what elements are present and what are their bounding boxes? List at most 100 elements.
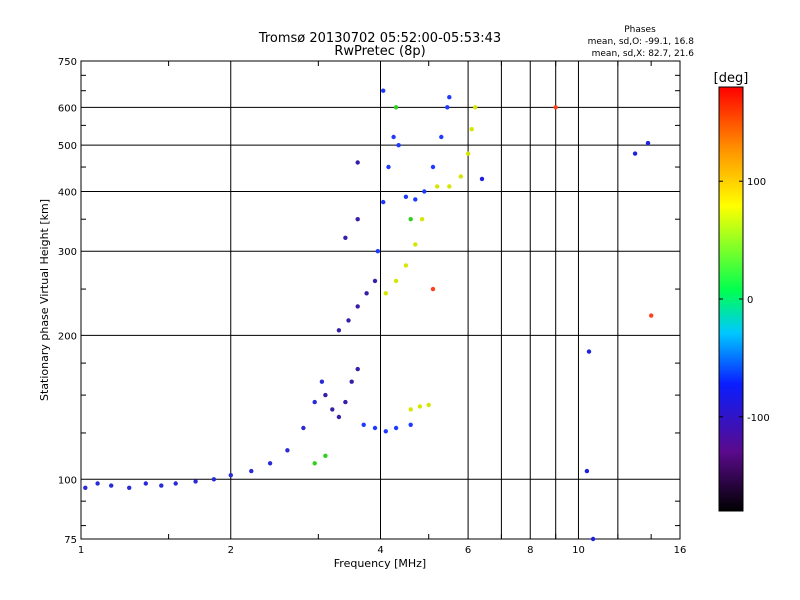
scatter-point — [649, 313, 654, 318]
y-tick-label: 600 — [58, 103, 77, 114]
scatter-point — [249, 468, 254, 474]
x-tick-label: 4 — [377, 545, 383, 556]
scatter-point — [267, 461, 273, 466]
scatter-point — [319, 379, 325, 384]
scatter-point — [408, 422, 413, 427]
scatter-point — [355, 304, 360, 309]
scatter-point — [346, 318, 351, 323]
scatter-point — [473, 105, 478, 110]
scatter-point — [408, 217, 413, 222]
x-tick-label: 2 — [228, 545, 234, 556]
scatter-point — [381, 199, 386, 205]
x-tick-label: 10 — [572, 545, 585, 556]
scatter-series — [323, 160, 378, 420]
scatter-point — [372, 425, 378, 431]
scatter-point — [393, 425, 399, 431]
scatter-series — [479, 140, 651, 542]
scatter-point — [419, 217, 425, 222]
grid-lines — [81, 61, 680, 539]
x-tick-label: 6 — [465, 545, 471, 556]
y-tick-label: 750 — [58, 57, 77, 68]
scatter-point — [447, 95, 452, 100]
y-tick-label: 400 — [58, 187, 77, 198]
scatter-point — [330, 407, 335, 412]
chart-title: Tromsø 20130702 05:52:00-05:53:43 — [258, 31, 501, 46]
axis-ticks: 1 2 4 6 8 10 16 75 100 200 300 400 500 600 750 — [58, 57, 686, 556]
scatter-series — [383, 105, 478, 412]
scatter-point — [413, 197, 418, 202]
y-tick-label: 75 — [64, 535, 77, 546]
scatter-series — [83, 379, 325, 490]
scatter-point — [312, 461, 317, 466]
scatter-point — [193, 479, 198, 484]
scatter-point — [343, 235, 348, 240]
x-tick-label: 1 — [78, 545, 84, 556]
scatter-series — [312, 105, 413, 466]
scatter-point — [586, 349, 592, 354]
chart-subtitle: RwPretec (8p) — [334, 44, 425, 59]
x-axis-label: Frequency [MHz] — [334, 557, 426, 570]
phases-x-stats: mean, sd,X: 82.7, 21.6 — [592, 49, 695, 59]
scatter-point — [439, 134, 444, 140]
scatter-point — [372, 278, 378, 284]
scatter-point — [417, 404, 423, 409]
scatter-point — [403, 194, 409, 199]
scatter-point — [408, 407, 413, 412]
scatter-point — [143, 481, 148, 486]
scatter-point — [590, 536, 596, 542]
scatter-point — [301, 425, 306, 431]
scatter-point — [469, 127, 474, 132]
scatter-point — [553, 105, 558, 110]
scatter-point — [465, 151, 471, 156]
scatter-point — [355, 217, 360, 222]
scatter-point — [109, 483, 114, 488]
colorbar-tick-label: 0 — [747, 295, 753, 306]
scatter-point — [127, 485, 132, 490]
scatter-point — [383, 429, 388, 434]
scatter-point — [584, 468, 590, 474]
scatter-point — [364, 291, 369, 296]
scatter-series — [430, 105, 654, 318]
scatter-point — [396, 143, 401, 148]
phases-o-stats: mean, sd,O: -99.1, 16.8 — [588, 37, 695, 47]
scatter-point — [422, 189, 427, 194]
scatter-point — [323, 453, 328, 458]
scatter-point — [83, 485, 88, 490]
scatter-point — [393, 105, 399, 110]
scatter-point — [355, 366, 360, 372]
scatter-point — [336, 328, 342, 333]
colorbar-label: [deg] — [714, 71, 749, 86]
scatter-point — [375, 249, 380, 254]
scatter-point — [458, 174, 463, 179]
scatter-point — [336, 414, 342, 420]
scatter-points — [83, 88, 654, 542]
scatter-point — [413, 242, 418, 247]
colorbar-tick-label: -100 — [747, 413, 770, 424]
scatter-point — [285, 448, 290, 453]
scatter-point — [173, 481, 178, 486]
scatter-point — [403, 263, 409, 268]
scatter-point — [447, 184, 452, 189]
x-tick-label: 16 — [674, 545, 687, 556]
scatter-point — [361, 422, 366, 427]
scatter-point — [445, 105, 450, 110]
scatter-point — [312, 399, 317, 405]
y-tick-label: 300 — [58, 247, 77, 258]
y-tick-label: 200 — [58, 331, 77, 342]
scatter-series — [361, 88, 452, 434]
scatter-point — [159, 483, 164, 488]
scatter-point — [393, 278, 399, 284]
scatter-point — [430, 164, 436, 170]
y-axis-label: Stationary phase Virtual Height [km] — [38, 199, 51, 401]
scatter-point — [479, 176, 485, 182]
phases-title: Phases — [624, 25, 656, 35]
scatter-point — [383, 291, 388, 296]
scatter-point — [430, 286, 436, 292]
colorbar-ticks: 100 0 -100 — [719, 177, 770, 424]
scatter-point — [645, 140, 651, 146]
scatter-point — [323, 392, 328, 398]
colorbar-tick-label: 100 — [747, 177, 766, 188]
scatter-point — [426, 402, 431, 408]
x-tick-label: 8 — [527, 545, 533, 556]
